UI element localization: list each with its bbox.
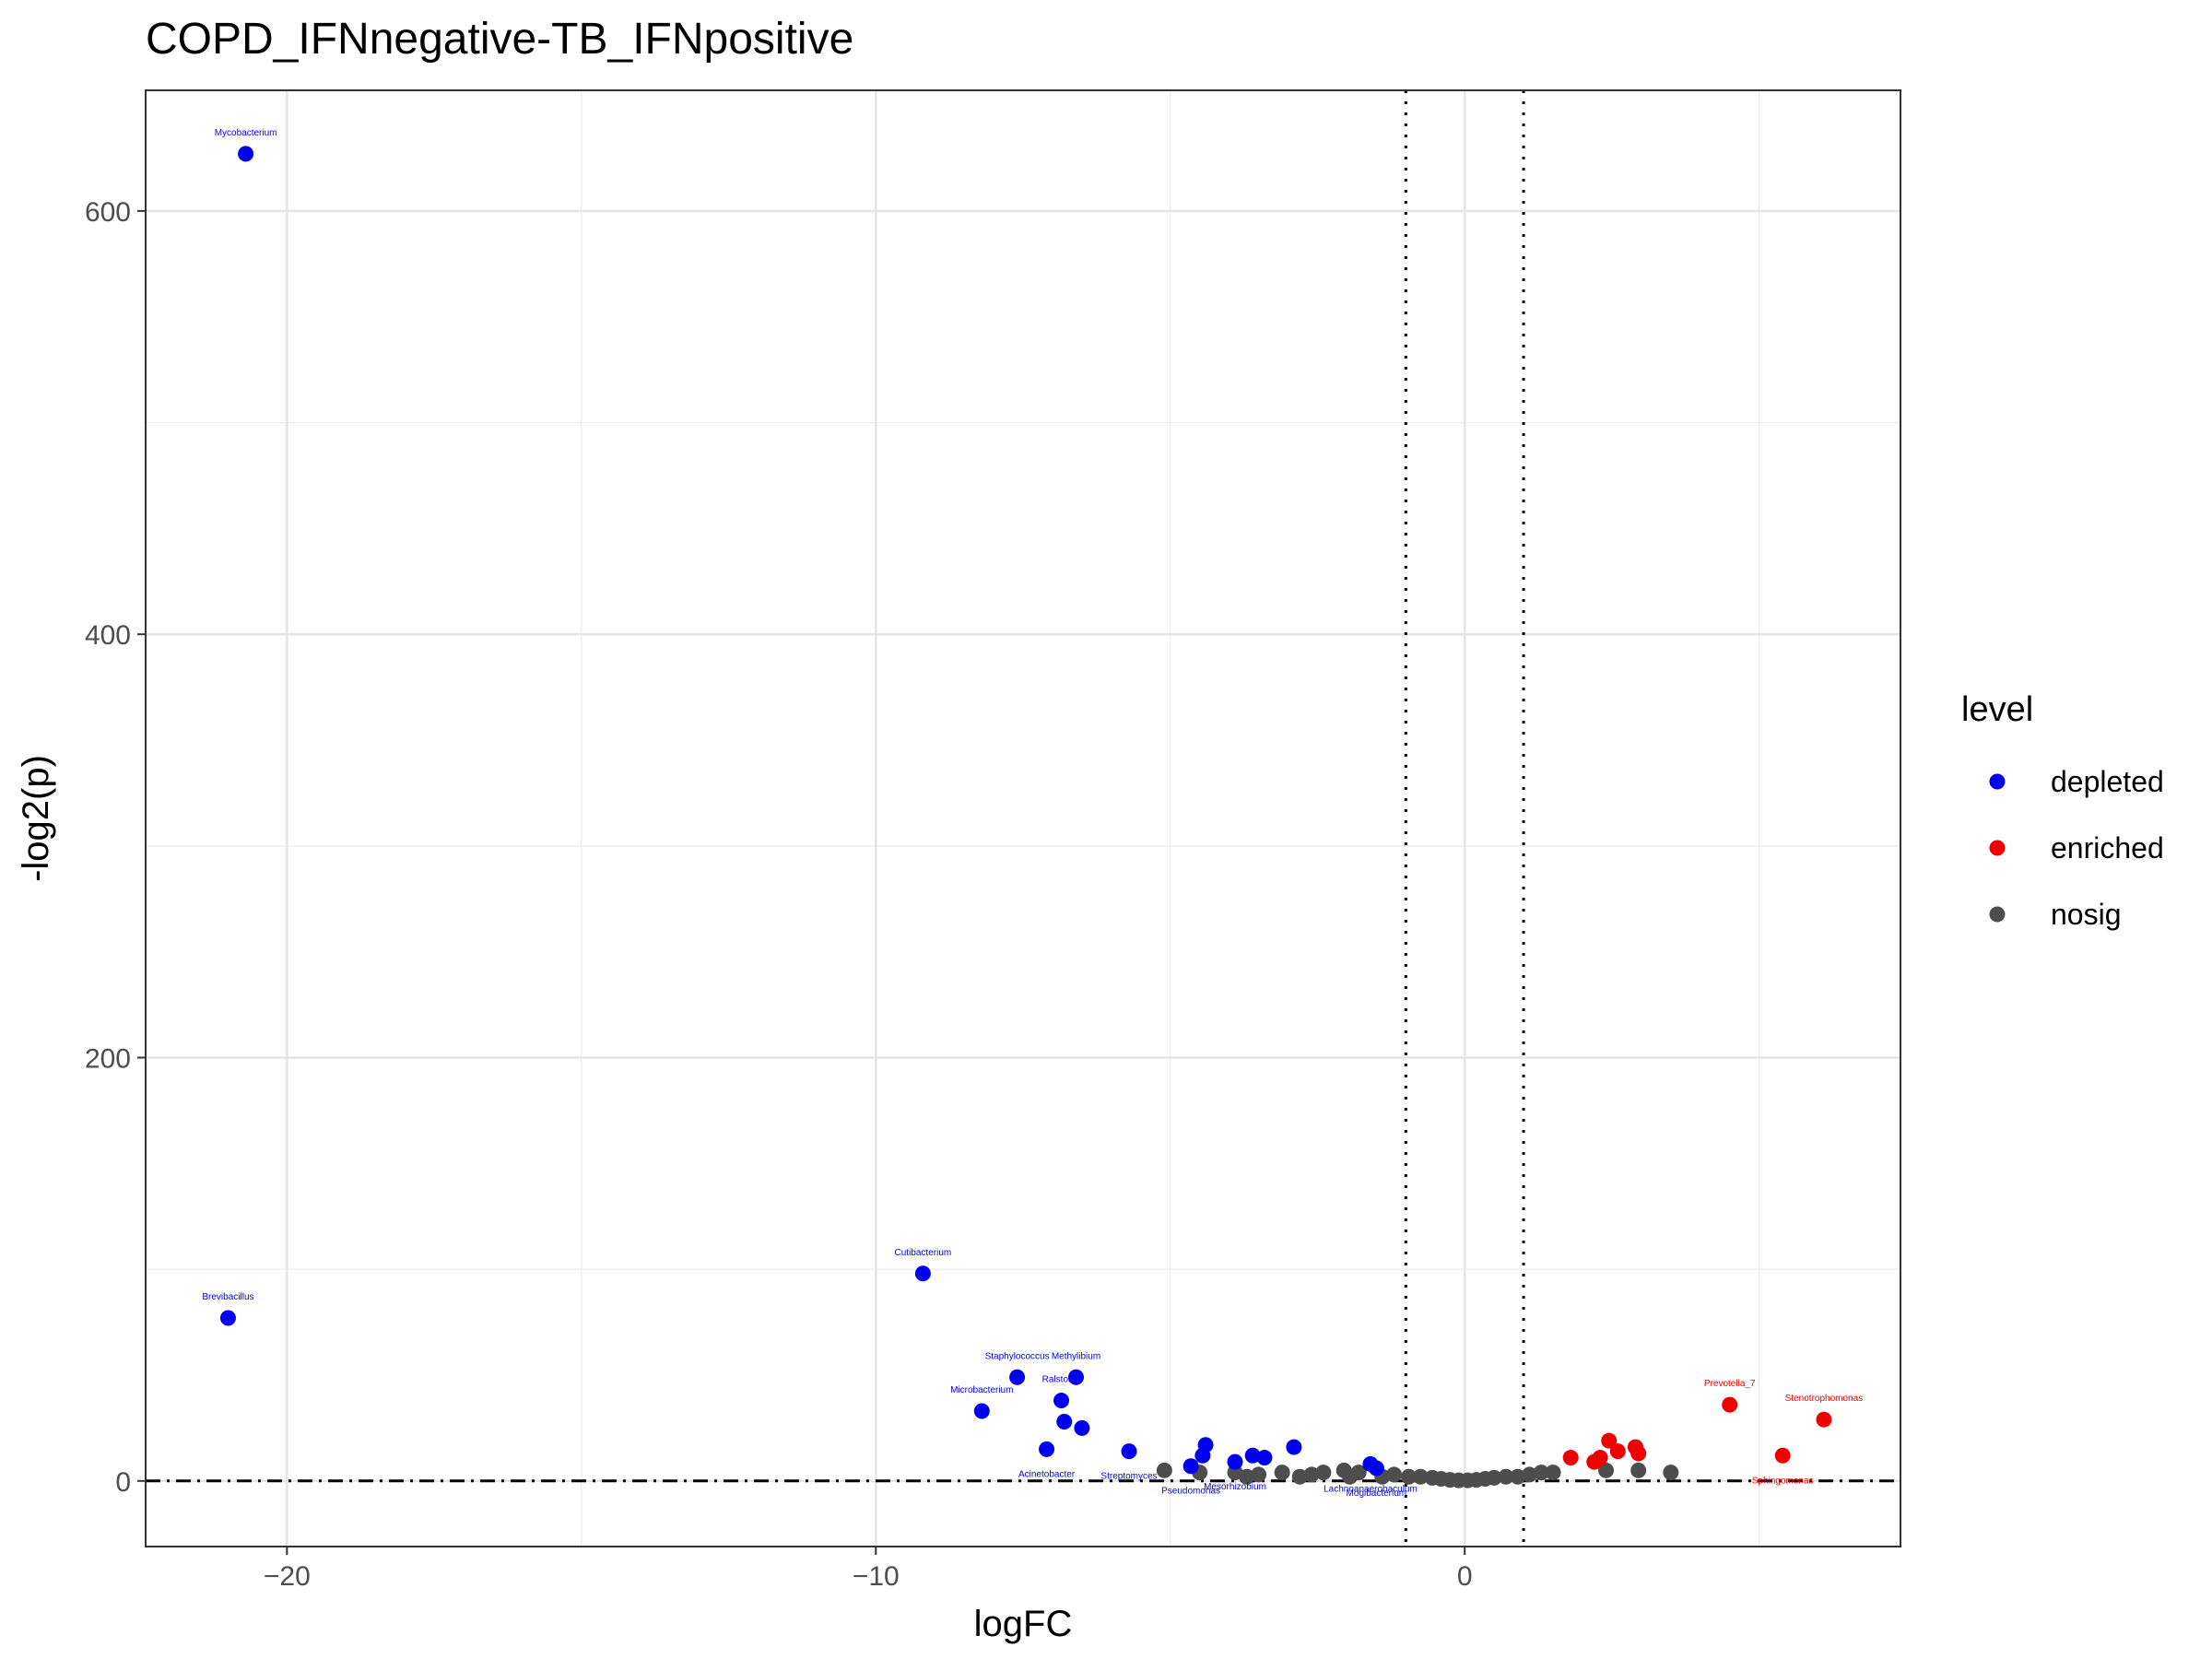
data-points <box>219 146 1832 1488</box>
chart-title: COPD_IFNnegative-TB_IFNpositive <box>146 15 853 64</box>
data-point-depleted <box>914 1265 931 1282</box>
legend-title: level <box>1961 690 2033 729</box>
legend-key-enriched <box>1989 840 2006 856</box>
y-axis-ticks: 0 200 400 600 <box>85 197 146 1498</box>
legend-key-depleted <box>1989 773 2006 790</box>
y-tick-label: 200 <box>85 1044 131 1075</box>
point-labels: Mycobacterium Brevibacillus Cutibacterium S… <box>202 128 1863 1499</box>
data-point-enriched <box>1601 1432 1618 1449</box>
grid-minor <box>146 90 1900 1547</box>
data-point-depleted <box>1182 1458 1199 1475</box>
data-point-nosig <box>1274 1465 1290 1481</box>
data-point-enriched <box>1630 1445 1647 1462</box>
legend-label-enriched: enriched <box>2051 831 2164 865</box>
data-point-enriched <box>1592 1450 1608 1466</box>
data-point-enriched <box>1609 1443 1626 1460</box>
point-label: Streptomyces <box>1100 1472 1157 1482</box>
data-point-nosig <box>1239 1468 1255 1485</box>
reference-lines <box>146 90 1900 1547</box>
legend: level depleted enriched nosig <box>1961 690 2164 931</box>
y-tick-label: 400 <box>85 620 131 651</box>
x-axis-ticks: −20 −10 0 <box>264 1547 1473 1592</box>
legend-label-nosig: nosig <box>2051 898 2122 931</box>
legend-entries: depleted enriched nosig <box>1989 765 2164 931</box>
data-point-nosig <box>1315 1465 1332 1481</box>
point-label: Mesorhizobium <box>1204 1482 1266 1492</box>
data-point-depleted <box>238 146 254 162</box>
data-point-depleted <box>1286 1439 1302 1455</box>
data-point-depleted <box>1121 1443 1137 1460</box>
data-point-enriched <box>1774 1447 1791 1464</box>
y-tick-label: 0 <box>115 1467 131 1498</box>
point-label: Mogibacterium <box>1347 1488 1407 1499</box>
data-point-depleted <box>973 1403 990 1419</box>
data-point-nosig <box>1400 1468 1417 1485</box>
data-point-enriched <box>1816 1411 1832 1428</box>
data-point-depleted <box>1368 1460 1384 1477</box>
data-point-nosig <box>1412 1468 1429 1485</box>
data-point-depleted <box>1194 1447 1211 1464</box>
data-point-nosig <box>1521 1466 1537 1483</box>
point-label: Ralstonia <box>1042 1375 1081 1385</box>
data-point-nosig <box>1303 1466 1320 1483</box>
data-point-depleted <box>1074 1419 1090 1436</box>
data-point-depleted <box>1053 1393 1070 1409</box>
data-point-nosig <box>1630 1462 1647 1478</box>
point-label: Pseudomonas <box>1161 1487 1220 1497</box>
data-point-nosig <box>1386 1466 1403 1483</box>
point-label: Cutibacterium <box>895 1248 952 1258</box>
x-tick-label: −10 <box>853 1561 900 1592</box>
data-point-enriched <box>1562 1450 1579 1466</box>
data-point-nosig <box>1598 1462 1615 1478</box>
point-label: Brevibacillus <box>202 1292 253 1302</box>
data-point-depleted <box>1227 1453 1243 1470</box>
data-point-depleted <box>219 1310 236 1326</box>
y-axis-title: -log2(p) <box>16 755 56 882</box>
data-point-nosig <box>1663 1465 1679 1481</box>
point-label: Prevotella_7 <box>1704 1379 1756 1389</box>
plot-panel <box>146 90 1900 1547</box>
data-point-depleted <box>1009 1369 1026 1385</box>
y-tick-label: 600 <box>85 197 131 228</box>
data-point-depleted <box>1256 1450 1273 1466</box>
point-label: Methylibium <box>1052 1351 1100 1361</box>
data-point-nosig <box>1545 1465 1561 1481</box>
legend-label-depleted: depleted <box>2051 765 2164 798</box>
point-label: Acinetobacter <box>1018 1469 1076 1479</box>
point-label: Mycobacterium <box>215 128 277 138</box>
data-point-nosig <box>1533 1465 1549 1481</box>
point-label: Lachnoanaerobaculum <box>1324 1484 1418 1494</box>
data-point-nosig <box>1510 1468 1526 1485</box>
x-tick-label: 0 <box>1457 1561 1473 1592</box>
x-axis-title: logFC <box>974 1604 1073 1644</box>
x-tick-label: −20 <box>264 1561 311 1592</box>
legend-key-nosig <box>1989 906 2006 923</box>
data-point-nosig <box>1156 1462 1172 1478</box>
data-point-nosig <box>1498 1468 1514 1485</box>
data-point-depleted <box>1039 1441 1055 1457</box>
data-point-nosig <box>1291 1468 1308 1485</box>
data-point-nosig <box>1251 1466 1267 1483</box>
point-label: Staphylococcus <box>985 1351 1050 1361</box>
point-label: Sphingomonas <box>1752 1476 1814 1486</box>
data-point-nosig <box>1350 1465 1367 1481</box>
point-label: Microbacterium <box>950 1385 1013 1395</box>
point-label: Stenotrophomonas <box>1785 1394 1864 1404</box>
data-point-depleted <box>1244 1447 1261 1464</box>
data-point-enriched <box>1722 1396 1738 1413</box>
plot-border <box>145 89 1901 1547</box>
data-point-depleted <box>1068 1369 1085 1385</box>
data-point-depleted <box>1056 1414 1073 1430</box>
data-point-nosig <box>1486 1469 1502 1486</box>
